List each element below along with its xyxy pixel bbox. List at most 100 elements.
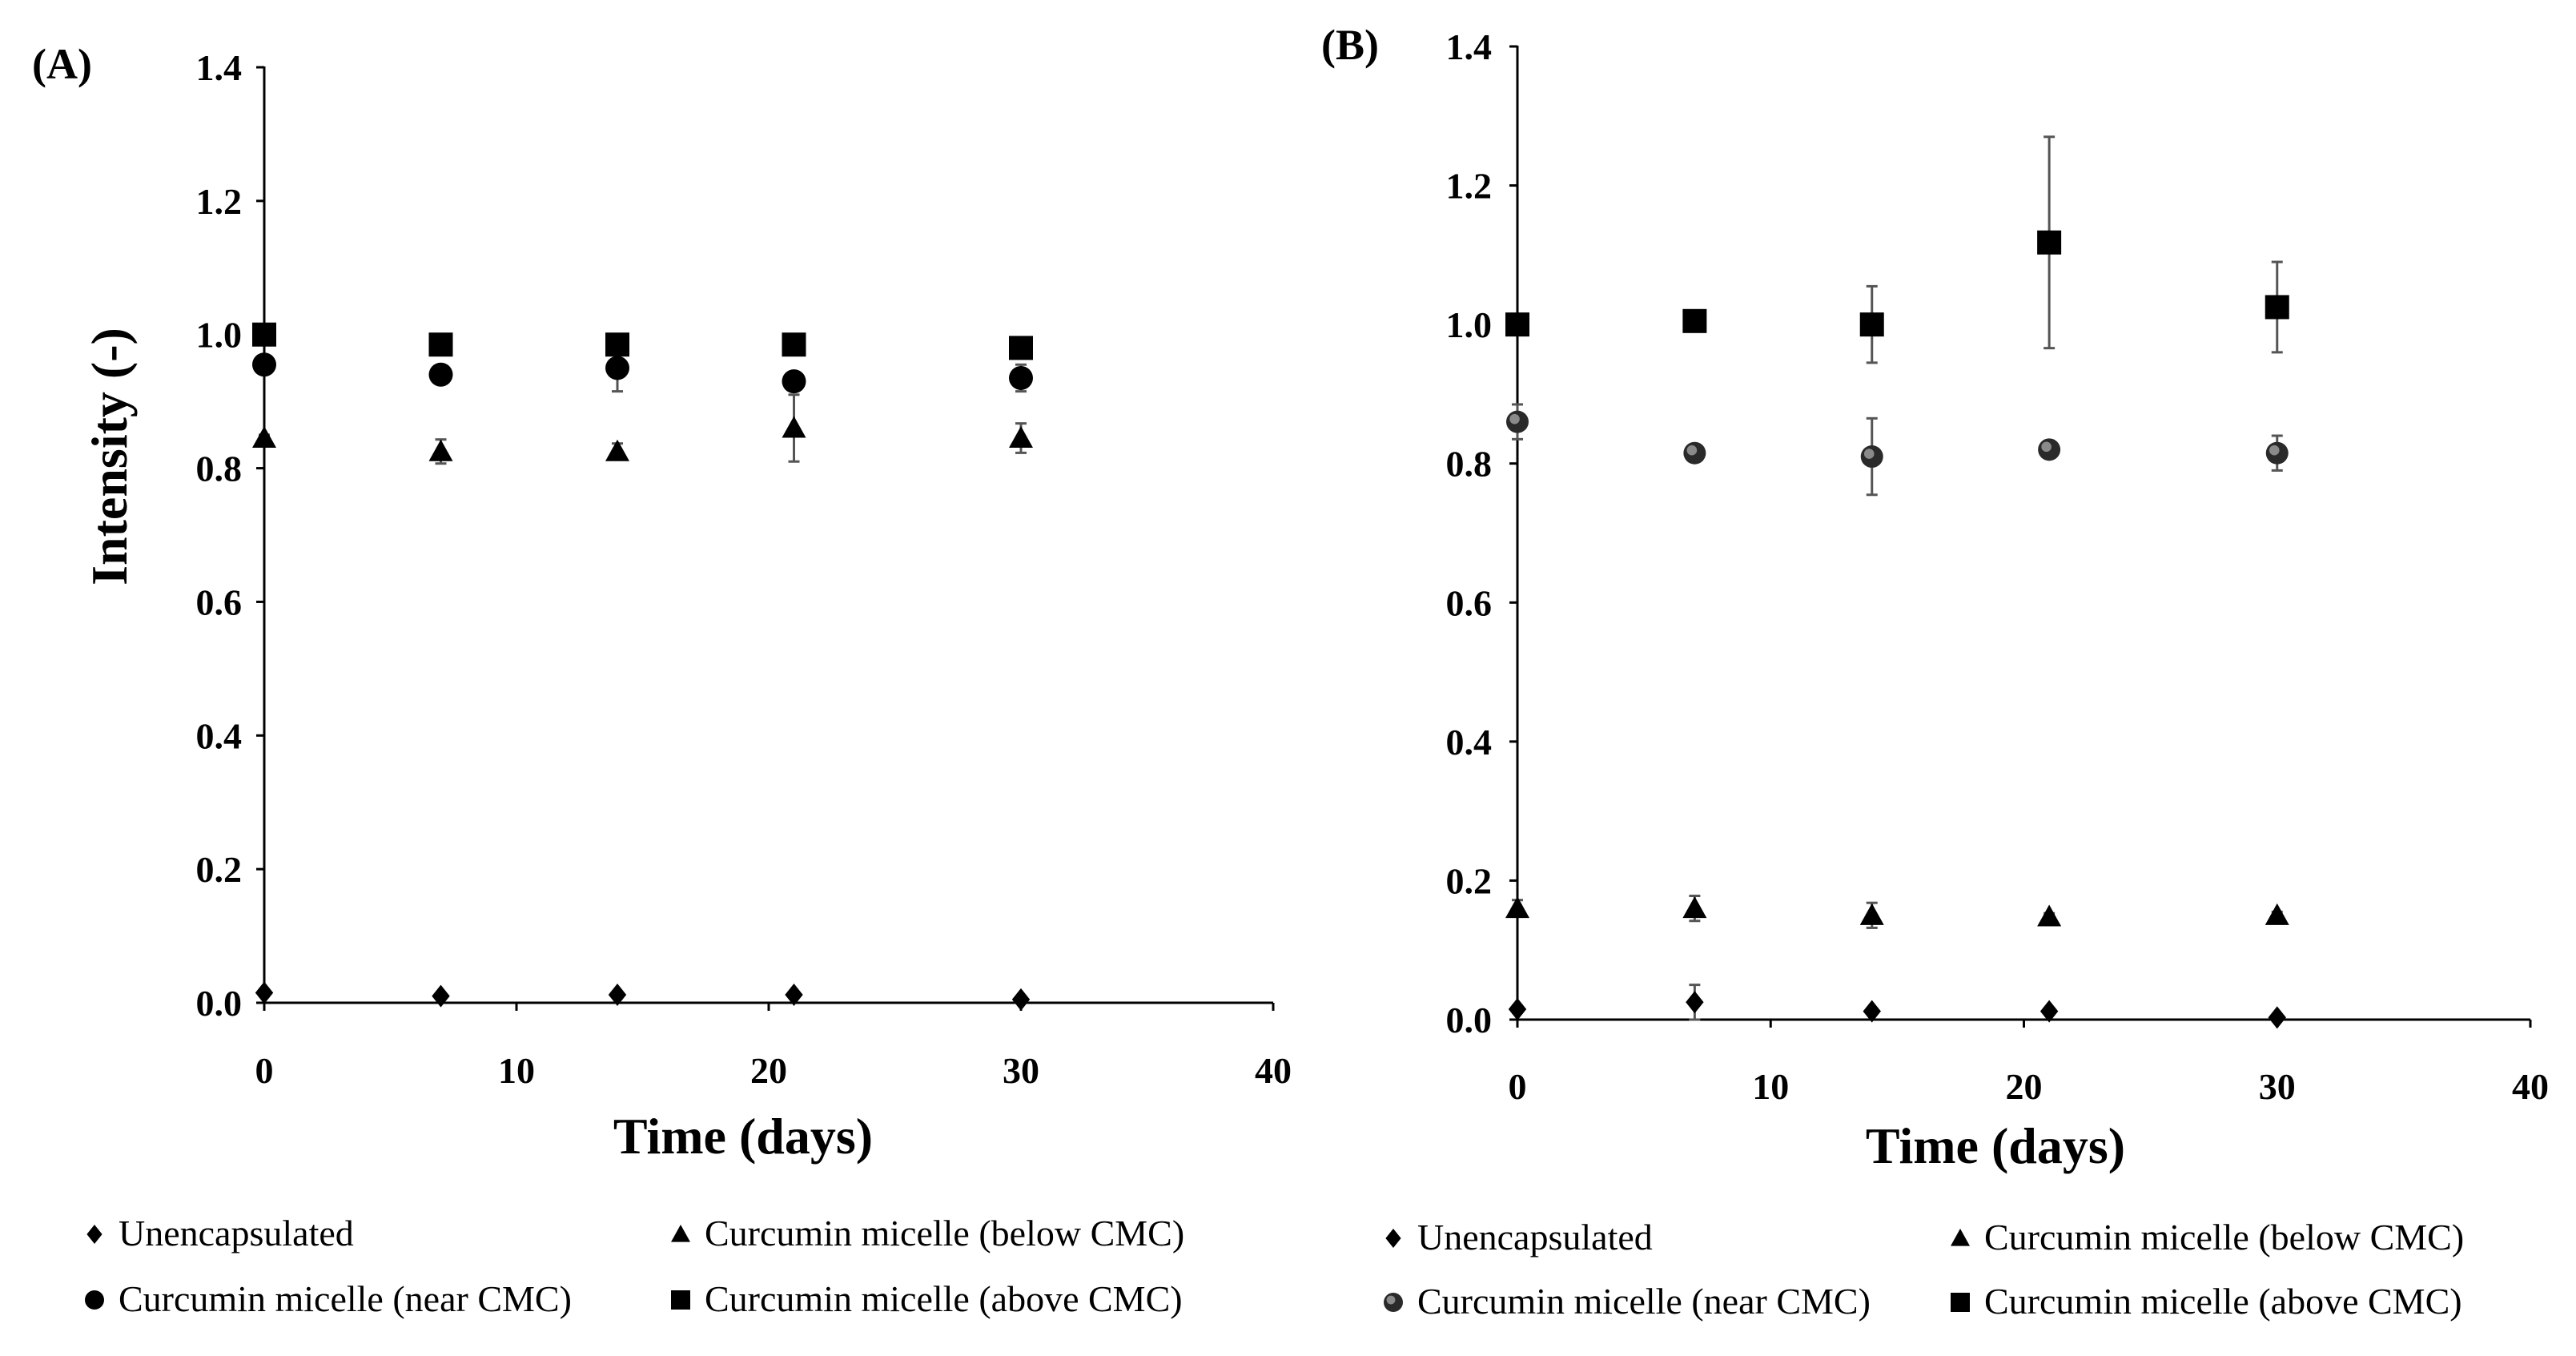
panel-b-x-tick-label: 20 <box>2006 1066 2043 1107</box>
panel-a-x-tick-label: 10 <box>498 1050 535 1091</box>
panel-a-y-tick-label: 1.2 <box>196 181 243 222</box>
panel-b-data-point <box>2037 904 2062 927</box>
panel-b-legend-marker <box>1951 1293 1970 1312</box>
panel-a-data-point <box>1009 365 1033 390</box>
panel-b-legend-label: Curcumin micelle (below CMC) <box>1984 1217 2464 1257</box>
panel-a-legend: Unencapsulated Curcumin micelle (below CM… <box>85 1213 1184 1319</box>
panel-a-legend-marker <box>671 1225 690 1242</box>
panel-b-y-tick-label: 1.4 <box>1446 26 1493 67</box>
panel-a-y-tick-label: 1.0 <box>196 315 243 356</box>
panel-a-y-tick-label: 0.6 <box>196 581 243 622</box>
panel-b-data-point <box>1686 991 1704 1014</box>
panel-a-data-point <box>785 983 803 1006</box>
panel-b-data-point <box>1505 312 1529 337</box>
panel-a-data-point <box>252 322 276 347</box>
panel-a-legend-item: Curcumin micelle (above CMC) <box>671 1278 1183 1319</box>
panel-a-x-tick-label: 30 <box>1003 1050 1039 1091</box>
panel-a-data-point <box>1009 336 1033 360</box>
panel-b-legend-label: Curcumin micelle (near CMC) <box>1417 1281 1871 1322</box>
panel-a-data-point <box>1011 988 1031 1011</box>
panel-a-y-tick-label: 0.8 <box>196 449 243 489</box>
panel-a-x-tick-label: 40 <box>1255 1050 1292 1091</box>
panel-b-data-point-highlight <box>2269 445 2280 456</box>
panel-b-data-point-highlight <box>2041 441 2052 453</box>
panel-a-x-axis-title: Time (days) <box>613 1108 873 1165</box>
panel-b-series-square <box>1505 135 2289 364</box>
panel-b-data-point <box>1508 997 1527 1020</box>
panel-a-series-diamond <box>255 981 1031 1011</box>
panel-b-x-tick-label: 30 <box>2259 1066 2296 1107</box>
panel-a-series-square <box>252 322 1033 360</box>
panel-a-legend-label: Unencapsulated <box>119 1213 354 1253</box>
panel-b-legend-item: Curcumin micelle (near CMC) <box>1384 1281 1871 1322</box>
panel-b-series-diamond <box>1508 984 2286 1029</box>
panel-a: (A) Intensity (-) Time (days) 0.0 0.2 0.4 0… <box>32 40 1292 1165</box>
panel-a-data-point <box>605 439 629 461</box>
panel-b-legend-label: Unencapsulated <box>1417 1217 1653 1257</box>
panel-b-x-axis-title: Time (days) <box>1866 1117 2125 1174</box>
panel-a-data-point <box>252 426 276 449</box>
panel-b: (B) Time (days) 0.0 0.2 0.4 0.6 0.8 1.0 1.2 1.4… <box>1321 21 2549 1174</box>
panel-a-data-point <box>1009 426 1033 449</box>
panel-b-legend-marker <box>1951 1229 1970 1246</box>
panel-b-legend-item: Unencapsulated <box>1385 1217 1653 1257</box>
panel-b-data-point-highlight <box>1509 413 1520 425</box>
panel-b-data-point-highlight <box>1686 445 1698 456</box>
panel-b-y-tick-label: 1.0 <box>1446 304 1493 345</box>
panel-b-y-tick-label: 0.6 <box>1446 582 1493 623</box>
panel-a-data-point <box>428 332 453 357</box>
panel-a-legend-marker <box>86 1225 102 1244</box>
panel-a-label: (A) <box>32 40 92 88</box>
panel-a-data-point <box>782 369 806 394</box>
panel-a-legend-label: Curcumin micelle (below CMC) <box>705 1213 1184 1253</box>
panel-a-data-point <box>782 332 806 357</box>
panel-b-data-point <box>1682 896 1707 919</box>
panel-a-data-point <box>782 416 806 438</box>
panel-b-x-tick-label: 10 <box>1752 1066 1789 1107</box>
panel-b-data-point <box>1863 1000 1881 1023</box>
panel-a-data-point <box>605 356 629 380</box>
panel-b-legend-item: Curcumin micelle (above CMC) <box>1951 1281 2462 1322</box>
panel-b-data-point <box>1682 308 1707 333</box>
panel-a-y-tick-label: 1.4 <box>196 47 243 88</box>
panel-a-data-point <box>428 439 453 461</box>
panel-b-legend-marker <box>1385 1229 1401 1248</box>
panel-a-x-tick-label: 20 <box>750 1050 787 1091</box>
panel-b-legend-label: Curcumin micelle (above CMC) <box>1984 1281 2462 1322</box>
panel-a-y-axis-title: Intensity (-) <box>81 328 138 585</box>
panel-b-data-point-highlight <box>1863 449 1875 459</box>
panel-a-series-circle <box>252 343 1033 394</box>
panel-a-series-triangle <box>252 393 1033 465</box>
panel-a-data-point <box>252 352 276 377</box>
panel-b-x-tick-label: 0 <box>1509 1066 1527 1107</box>
panel-b-data-point <box>2265 903 2289 925</box>
panel-b-x-tick-label: 40 <box>2512 1066 2549 1107</box>
panel-b-y-tick-label: 0.0 <box>1446 1000 1493 1040</box>
panel-b-legend-item: Curcumin micelle (below CMC) <box>1951 1217 2464 1257</box>
panel-a-y-tick-label: 0.4 <box>196 715 243 756</box>
panel-b-legend-marker-highlight <box>1386 1295 1396 1305</box>
panel-a-legend-item: Unencapsulated <box>86 1213 354 1253</box>
panel-b-y-tick-label: 1.2 <box>1446 166 1493 207</box>
panel-a-legend-marker <box>671 1290 690 1310</box>
panel-a-y-tick-label: 0.0 <box>196 983 243 1024</box>
panel-b-data-point <box>2037 230 2062 255</box>
panel-b-data-point <box>2268 1006 2286 1029</box>
panel-b-legend: Unencapsulated Curcumin micelle (below CM… <box>1384 1217 2464 1322</box>
panel-b-data-point <box>1859 312 1884 337</box>
panel-b-series-circle-gray <box>1506 403 2289 497</box>
panel-a-data-point <box>608 983 627 1006</box>
panel-a-legend-label: Curcumin micelle (near CMC) <box>119 1278 572 1319</box>
panel-b-data-point <box>2040 1000 2059 1023</box>
panel-a-data-point <box>432 984 450 1008</box>
panel-b-y-tick-label: 0.8 <box>1446 444 1493 485</box>
panel-b-data-point <box>1505 896 1529 919</box>
panel-a-legend-item: Curcumin micelle (below CMC) <box>671 1213 1184 1253</box>
panel-a-legend-label: Curcumin micelle (above CMC) <box>705 1278 1183 1319</box>
panel-b-y-tick-label: 0.4 <box>1446 722 1493 762</box>
panel-a-data-point <box>255 981 274 1004</box>
panel-b-y-tick-label: 0.2 <box>1446 860 1493 901</box>
panel-a-data-point <box>428 362 453 387</box>
panel-a-legend-marker <box>85 1290 104 1310</box>
panel-b-label: (B) <box>1321 21 1379 69</box>
